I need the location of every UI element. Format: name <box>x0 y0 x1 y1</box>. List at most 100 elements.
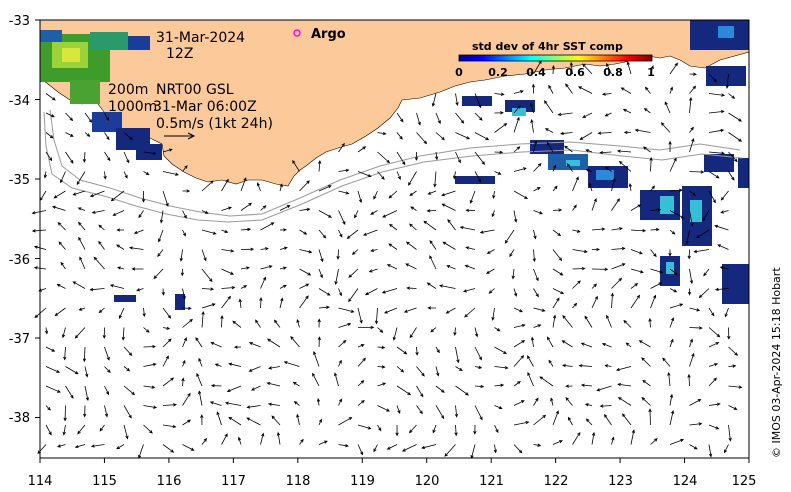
current-vector-arrow <box>533 397 539 406</box>
current-vector-arrow <box>143 362 157 367</box>
current-vector-arrow <box>431 93 437 107</box>
current-vector-arrow <box>316 397 321 406</box>
x-tick-label: 120 <box>415 474 440 489</box>
current-vector-arrow <box>604 364 612 368</box>
current-vector-arrow <box>299 295 309 309</box>
current-vector-arrow <box>687 288 692 296</box>
current-vector-arrow <box>377 345 386 350</box>
current-vector-arrow <box>268 366 281 370</box>
current-vector-arrow <box>435 405 445 420</box>
current-vector-arrow <box>260 205 267 211</box>
current-vector-arrow <box>338 168 350 173</box>
current-vector-arrow <box>256 182 261 192</box>
credit-label: © IMOS 03-Apr-2024 15:18 Hobart <box>770 267 783 458</box>
current-vector-arrow <box>142 307 146 318</box>
current-vector-arrow <box>201 180 214 192</box>
current-vector-arrow <box>279 266 287 270</box>
current-vector-arrow <box>123 385 136 396</box>
current-vector-arrow <box>260 265 273 270</box>
current-vector-arrow <box>474 132 490 141</box>
current-vector-arrow <box>76 171 86 186</box>
colorbar-outline <box>458 54 653 62</box>
current-vector-arrow <box>552 208 563 212</box>
current-vector-arrow <box>455 132 471 140</box>
current-vector-arrow <box>596 385 612 392</box>
current-vector-arrow <box>201 229 217 235</box>
current-vector-arrow <box>494 327 501 332</box>
current-vector-arrow <box>354 210 359 219</box>
sst-patch <box>70 80 100 104</box>
x-tick-label: 117 <box>221 474 246 489</box>
current-vector-arrow <box>313 350 320 367</box>
current-vector-arrow <box>429 239 437 250</box>
current-vector-arrow <box>45 366 61 373</box>
current-vector-arrow <box>299 207 311 212</box>
current-vector-arrow <box>533 414 547 426</box>
current-vector-arrow <box>248 366 261 372</box>
current-vector-arrow <box>123 151 130 164</box>
current-vector-arrow <box>357 357 366 367</box>
current-vector-arrow <box>513 116 520 133</box>
current-vector-arrow <box>527 355 534 367</box>
sst-patch <box>666 262 674 274</box>
current-vector-arrow <box>494 383 505 387</box>
current-vector-arrow <box>687 249 691 260</box>
current-vector-arrow <box>273 319 281 328</box>
current-vector-arrow <box>392 327 398 341</box>
current-vector-arrow <box>103 171 107 180</box>
current-vector-arrow <box>669 229 676 235</box>
current-vector-arrow <box>364 288 378 296</box>
current-vector-arrow <box>141 190 146 203</box>
current-vector-arrow <box>221 249 235 253</box>
current-vector-arrow <box>617 382 632 387</box>
current-vector-arrow <box>533 229 537 240</box>
current-vector-arrow <box>708 377 717 387</box>
colorbar-tick: 0.6 <box>565 66 585 79</box>
current-vector-arrow <box>221 268 235 275</box>
current-vector-arrow <box>455 346 460 364</box>
current-vector-arrow <box>201 268 213 283</box>
current-vector-arrow <box>104 112 110 122</box>
sst-patch <box>62 48 80 62</box>
current-vector-arrow <box>494 123 508 133</box>
current-vector-arrow <box>396 132 403 140</box>
current-vector-arrow <box>182 288 186 300</box>
current-vector-arrow <box>585 168 593 172</box>
current-vector-arrow <box>708 93 726 97</box>
current-vector-arrow <box>664 101 671 114</box>
current-vector-arrow <box>357 146 367 153</box>
current-vector-arrow <box>513 167 527 172</box>
colorbar-tick: 0.2 <box>488 66 508 79</box>
current-vector-arrow <box>728 364 737 368</box>
current-vector-arrow <box>271 415 281 426</box>
current-vector-arrow <box>266 381 281 387</box>
current-vector-arrow <box>136 288 144 292</box>
current-vector-arrow <box>61 327 66 339</box>
current-vector-arrow <box>416 385 424 398</box>
current-vector-arrow <box>591 227 606 231</box>
x-tick-label: 119 <box>350 474 375 489</box>
current-vector-arrow <box>162 444 175 453</box>
current-vector-arrow <box>565 83 573 94</box>
current-vector-arrow <box>618 160 632 172</box>
current-vector-arrow <box>338 322 352 328</box>
current-vector-arrow <box>605 166 612 172</box>
argo-float-marker[interactable] <box>293 29 301 37</box>
current-vector-arrow <box>689 170 705 174</box>
current-vector-arrow <box>455 151 461 164</box>
current-vector-arrow <box>698 288 710 299</box>
current-vector-arrow <box>396 112 404 123</box>
current-vector-arrow <box>552 410 559 426</box>
current-vector-arrow <box>318 249 324 263</box>
current-vector-arrow <box>572 302 578 309</box>
current-vector-arrow <box>54 307 66 317</box>
current-vector-arrow <box>117 266 125 270</box>
current-vector-arrow <box>494 366 509 370</box>
sst-patch <box>722 264 749 304</box>
sst-patch <box>128 36 150 50</box>
current-vector-arrow <box>403 307 417 313</box>
current-vector-arrow <box>381 288 398 294</box>
current-vector-arrow <box>689 138 695 153</box>
current-vector-arrow <box>552 164 557 172</box>
current-vector-arrow <box>504 229 515 244</box>
